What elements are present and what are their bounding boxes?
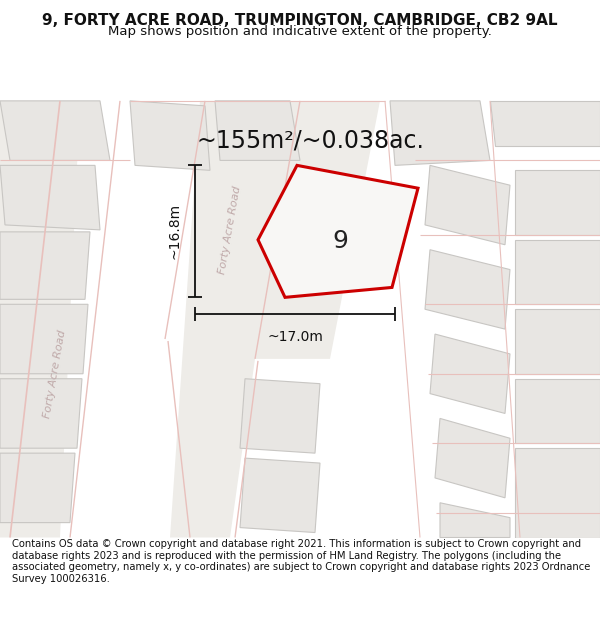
Polygon shape <box>0 101 80 538</box>
Text: ~16.8m: ~16.8m <box>167 203 181 259</box>
Polygon shape <box>440 503 510 538</box>
Polygon shape <box>390 101 490 166</box>
Polygon shape <box>240 458 320 532</box>
Polygon shape <box>490 101 600 146</box>
Polygon shape <box>215 101 300 161</box>
Text: Map shows position and indicative extent of the property.: Map shows position and indicative extent… <box>108 26 492 39</box>
Text: ~155m²/~0.038ac.: ~155m²/~0.038ac. <box>196 129 424 152</box>
Polygon shape <box>425 250 510 329</box>
Polygon shape <box>130 101 210 171</box>
Polygon shape <box>515 448 600 538</box>
Polygon shape <box>0 379 82 448</box>
Text: Forty Acre Road: Forty Acre Road <box>217 185 242 275</box>
Text: 9: 9 <box>332 229 348 253</box>
Polygon shape <box>515 171 600 235</box>
Polygon shape <box>430 334 510 414</box>
Polygon shape <box>515 240 600 304</box>
Polygon shape <box>425 166 510 245</box>
Polygon shape <box>0 166 100 230</box>
Polygon shape <box>435 418 510 498</box>
Polygon shape <box>0 304 88 374</box>
Polygon shape <box>0 101 110 161</box>
Polygon shape <box>240 379 320 453</box>
Text: 9, FORTY ACRE ROAD, TRUMPINGTON, CAMBRIDGE, CB2 9AL: 9, FORTY ACRE ROAD, TRUMPINGTON, CAMBRID… <box>42 12 558 28</box>
Polygon shape <box>258 166 418 298</box>
Polygon shape <box>0 232 90 299</box>
Text: Forty Acre Road: Forty Acre Road <box>43 329 68 419</box>
Polygon shape <box>515 379 600 443</box>
Polygon shape <box>170 101 380 538</box>
Text: Contains OS data © Crown copyright and database right 2021. This information is : Contains OS data © Crown copyright and d… <box>12 539 590 584</box>
Text: ~17.0m: ~17.0m <box>267 330 323 344</box>
Polygon shape <box>515 309 600 374</box>
Polygon shape <box>0 453 75 522</box>
